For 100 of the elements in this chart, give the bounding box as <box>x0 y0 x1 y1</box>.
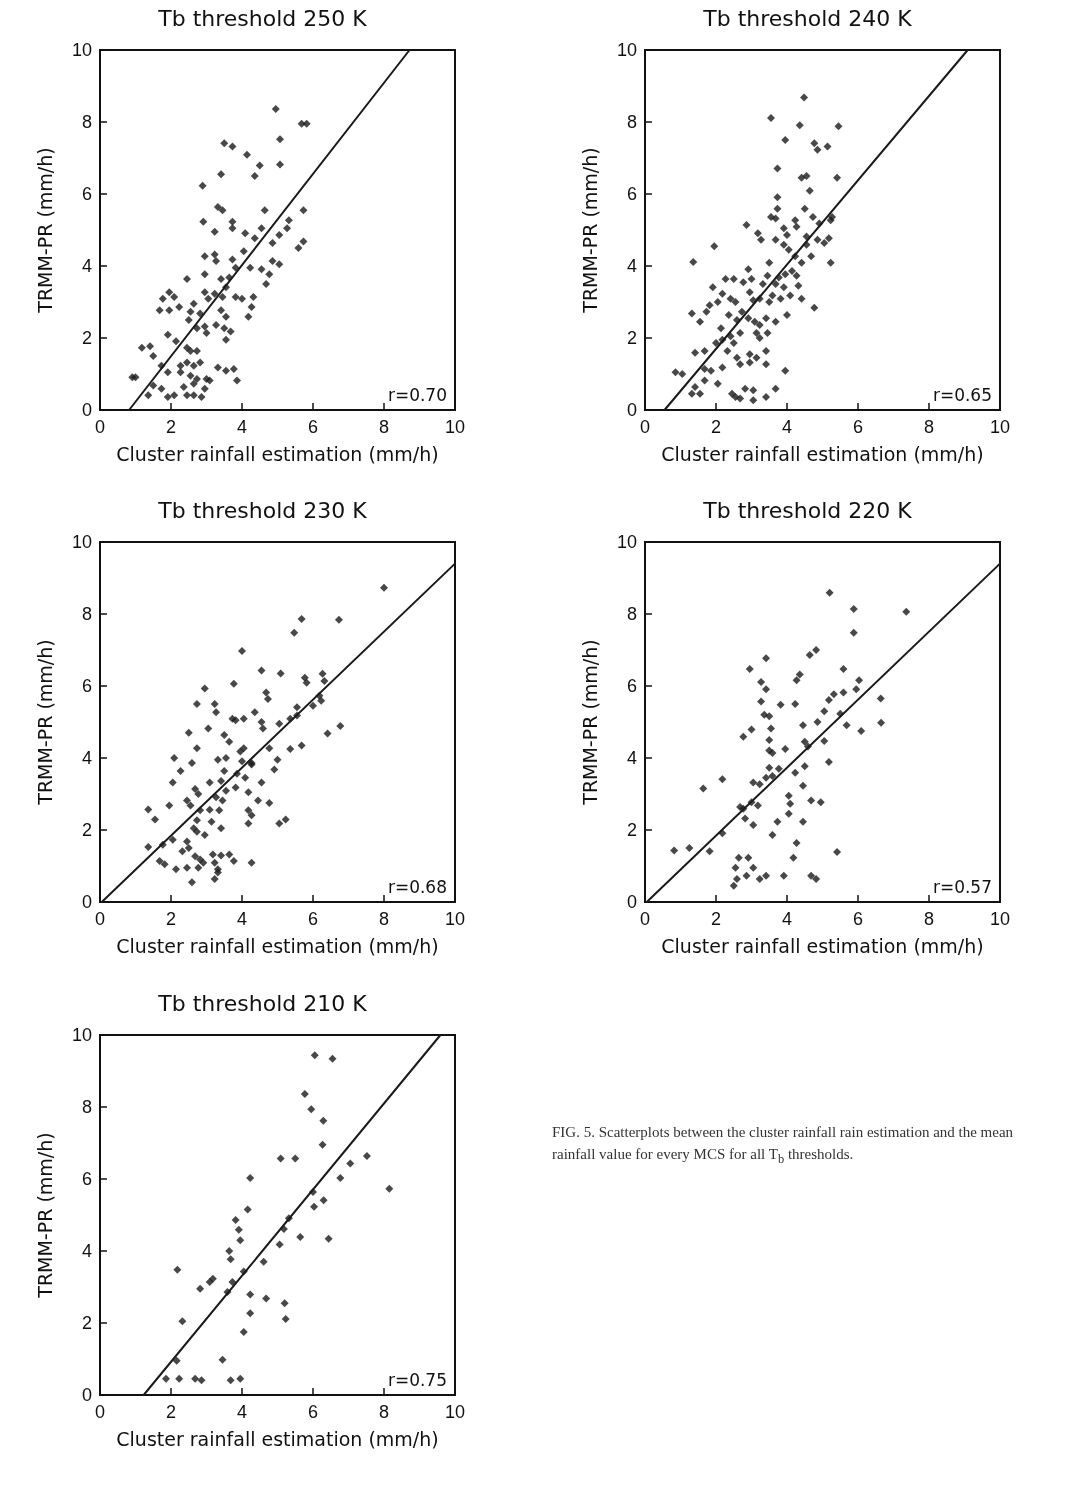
y-tick-label: 10 <box>616 40 637 60</box>
y-tick-label: 0 <box>81 400 92 420</box>
point <box>197 1376 206 1385</box>
x-tick-label: 8 <box>378 909 390 929</box>
point <box>178 1317 187 1326</box>
x-axis-title: Cluster rainfall estimation (mm/h) <box>116 1427 439 1450</box>
point <box>259 1257 268 1266</box>
y-tick-label: 8 <box>81 1097 92 1117</box>
y-tick-label: 2 <box>626 820 637 840</box>
point <box>231 1216 240 1225</box>
x-tick-label: 10 <box>444 909 466 929</box>
point <box>280 1299 289 1308</box>
y-axis-title: TRMM-PR (mm/h) <box>33 639 56 806</box>
y-tick-label: 10 <box>616 532 637 552</box>
y-tick-label: 6 <box>626 676 637 696</box>
x-tick-label: 2 <box>710 909 722 929</box>
x-tick-label: 2 <box>165 1402 177 1422</box>
point <box>336 1173 345 1182</box>
chart-title: Tb threshold 220 K <box>702 497 913 523</box>
point <box>300 1090 309 1099</box>
point <box>262 1294 271 1303</box>
y-tick-label: 0 <box>626 400 637 420</box>
y-tick-label: 0 <box>626 892 637 912</box>
y-tick-label: 2 <box>81 820 92 840</box>
y-tick-label: 6 <box>626 184 637 204</box>
x-tick-label: 6 <box>852 909 864 929</box>
annotation: r=0.70 <box>387 384 448 405</box>
y-tick-label: 8 <box>626 604 637 624</box>
x-tick-label: 0 <box>94 1402 106 1422</box>
chart-title: Tb threshold 250 K <box>157 5 368 31</box>
point <box>236 1236 245 1245</box>
y-tick-label: 0 <box>81 892 92 912</box>
x-tick-label: 0 <box>639 417 651 437</box>
chart-title: Tb threshold 210 K <box>157 990 368 1016</box>
point <box>226 1376 235 1385</box>
point <box>173 1265 182 1274</box>
x-tick-label: 8 <box>923 417 935 437</box>
y-tick-label: 4 <box>81 748 92 768</box>
x-tick-label: 10 <box>989 909 1011 929</box>
x-tick-label: 2 <box>165 909 177 929</box>
point <box>346 1159 355 1168</box>
y-tick-label: 4 <box>626 256 637 276</box>
y-tick-label: 4 <box>626 748 637 768</box>
x-tick-label: 0 <box>639 909 651 929</box>
point <box>307 1105 316 1114</box>
x-tick-label: 4 <box>781 417 793 437</box>
point <box>310 1051 319 1060</box>
y-axis-title: TRMM-PR (mm/h) <box>33 147 56 314</box>
chart-title: Tb threshold 230 K <box>157 497 368 523</box>
point <box>172 1356 181 1365</box>
x-axis-title: Cluster rainfall estimation (mm/h) <box>116 442 439 465</box>
caption: FIG. 5. Scatterplots between the cluster rainfall rain estimation and the mean rainfall value for every MCS for all T$_{b}$ thresholds. <box>552 1123 1015 1168</box>
x-tick-label: 4 <box>236 417 248 437</box>
chart-title: Tb threshold 240 K <box>702 5 913 31</box>
annotation: r=0.57 <box>932 876 993 897</box>
point <box>246 1309 255 1318</box>
annotation: r=0.75 <box>387 1369 448 1390</box>
y-tick-label: 2 <box>81 1313 92 1333</box>
x-tick-label: 8 <box>378 1402 390 1422</box>
point <box>175 1374 184 1383</box>
y-axis-title: TRMM-PR (mm/h) <box>578 147 601 314</box>
x-tick-label: 6 <box>852 417 864 437</box>
x-tick-label: 0 <box>94 909 106 929</box>
point <box>385 1184 394 1193</box>
annotation: r=0.65 <box>932 384 993 405</box>
y-tick-label: 2 <box>81 328 92 348</box>
point <box>362 1151 371 1160</box>
y-tick-label: 0 <box>81 1385 92 1405</box>
y-tick-label: 8 <box>81 112 92 132</box>
point <box>225 1247 234 1255</box>
x-tick-label: 10 <box>444 1402 466 1422</box>
y-axis-title: TRMM-PR (mm/h) <box>33 1132 56 1299</box>
y-tick-label: 6 <box>81 676 92 696</box>
y-tick-label: 10 <box>71 532 92 552</box>
x-tick-label: 8 <box>378 417 390 437</box>
point <box>246 1290 255 1299</box>
point <box>191 1374 200 1383</box>
x-tick-label: 8 <box>923 909 935 929</box>
x-tick-label: 6 <box>307 417 319 437</box>
x-tick-label: 6 <box>307 1402 319 1422</box>
x-axis-title: Cluster rainfall estimation (mm/h) <box>116 934 439 957</box>
x-tick-label: 10 <box>444 417 466 437</box>
point <box>318 1140 327 1149</box>
x-axis-title: Cluster rainfall estimation (mm/h) <box>661 442 984 465</box>
point <box>196 1284 205 1293</box>
x-axis-title: Cluster rainfall estimation (mm/h) <box>661 934 984 957</box>
x-tick-label: 4 <box>781 909 793 929</box>
y-tick-label: 2 <box>626 328 637 348</box>
point <box>324 1234 333 1243</box>
y-tick-label: 8 <box>626 112 637 132</box>
x-tick-label: 10 <box>989 417 1011 437</box>
y-tick-label: 4 <box>81 256 92 276</box>
point <box>319 1116 328 1125</box>
point <box>236 1374 245 1383</box>
x-tick-label: 4 <box>236 1402 248 1422</box>
y-tick-label: 10 <box>71 40 92 60</box>
point <box>310 1202 319 1211</box>
x-tick-label: 4 <box>236 909 248 929</box>
y-tick-label: 8 <box>81 604 92 624</box>
point <box>243 1205 252 1214</box>
